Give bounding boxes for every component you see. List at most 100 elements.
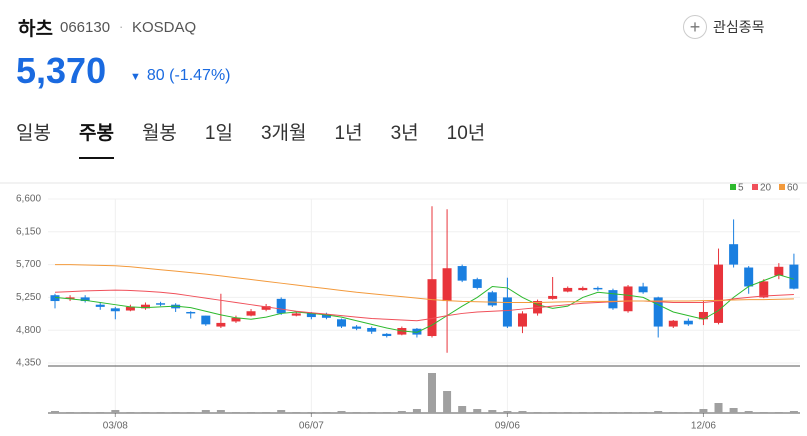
x-tick-label: 06/07	[299, 421, 324, 432]
candle-body	[729, 244, 739, 265]
volume-bar	[141, 412, 150, 413]
candle-body	[367, 328, 377, 332]
volume-bar	[367, 412, 376, 413]
tab[interactable]: 주봉	[78, 118, 114, 159]
x-tick-label: 09/06	[495, 421, 520, 432]
volume-bar	[307, 412, 316, 413]
volume-bar	[593, 412, 602, 413]
moving-average-line	[54, 274, 795, 333]
volume-bar	[201, 410, 210, 413]
candle-body	[382, 333, 392, 337]
candle-body	[156, 303, 166, 305]
candle-body	[608, 290, 618, 309]
volume-bar	[262, 412, 271, 413]
volume-bar	[759, 412, 768, 413]
candle-body	[140, 304, 150, 309]
candle-body	[744, 267, 754, 287]
volume-bar	[533, 412, 542, 413]
candle-body	[517, 313, 527, 327]
volume-bar	[277, 410, 286, 413]
volume-bar	[548, 412, 557, 413]
volume-bar	[578, 412, 587, 413]
volume-bar	[669, 412, 678, 413]
volume-bar	[186, 412, 195, 413]
candle-body	[95, 304, 105, 307]
plus-icon: +	[683, 15, 707, 39]
stock-code: 066130	[60, 19, 111, 36]
volume-bar	[473, 409, 482, 413]
volume-bar	[428, 373, 436, 413]
tab[interactable]: 3개월	[260, 123, 307, 144]
volume-bar	[774, 412, 783, 413]
candle-body	[171, 304, 181, 309]
volume-bar	[443, 391, 452, 413]
volume-bar	[488, 410, 497, 413]
legend-swatch	[752, 184, 758, 190]
watch-label: 관심종목	[713, 19, 765, 35]
candle-body	[533, 301, 543, 314]
y-tick-label: 6,150	[16, 226, 41, 237]
candle-body	[216, 322, 226, 327]
volume-bar	[458, 406, 467, 413]
candle-body	[412, 328, 422, 335]
tabs: 일봉 주봉 월봉 1일 3개월 1년 3년 10년	[16, 118, 513, 159]
volume-bar	[171, 412, 180, 413]
candle-body	[231, 317, 241, 322]
legend-label: 5	[738, 183, 744, 194]
volume-bar	[654, 411, 663, 413]
candle-body	[65, 297, 75, 299]
volume-bar	[608, 412, 617, 413]
down-arrow: ▼	[130, 71, 141, 83]
volume-bar	[714, 403, 723, 413]
candle-body	[110, 308, 120, 312]
volume-bar	[503, 411, 512, 413]
tab[interactable]: 10년	[446, 123, 486, 144]
candle-body	[125, 306, 135, 311]
volume-bar	[51, 411, 59, 413]
candle-body	[759, 281, 769, 298]
candle-body	[291, 313, 301, 316]
volume-bar	[337, 411, 346, 413]
volume-bar	[216, 410, 225, 413]
candle-body	[337, 319, 347, 327]
y-tick-label: 4,800	[16, 325, 41, 336]
candle-body	[352, 326, 362, 329]
volume-bar	[397, 411, 406, 413]
tab[interactable]: 일봉	[16, 123, 51, 144]
watch-button[interactable]: + 관심종목	[683, 15, 765, 39]
volume-bar	[96, 412, 105, 413]
volume-bar	[518, 411, 527, 413]
tab[interactable]: 월봉	[141, 123, 177, 144]
legend-label: 60	[787, 183, 799, 194]
candle-body	[789, 264, 799, 289]
volume-bar	[352, 412, 361, 413]
candle-body	[472, 279, 482, 288]
candle-body	[548, 295, 558, 299]
y-tick-label: 6,600	[16, 194, 41, 205]
tab[interactable]: 3년	[390, 123, 419, 144]
volume-bar	[744, 411, 753, 413]
candle-body	[186, 311, 196, 314]
tab[interactable]: 1년	[334, 123, 363, 144]
moving-average-line	[55, 264, 794, 304]
candle-body	[306, 313, 316, 318]
tab[interactable]: 1일	[204, 123, 233, 144]
x-tick-label: 03/08	[103, 421, 128, 432]
volume-bar	[684, 412, 693, 413]
change: ▼ 80 (-1.47%)	[130, 67, 231, 85]
candle-body	[774, 266, 784, 276]
candle-body	[714, 264, 724, 323]
volume-bar	[156, 412, 165, 413]
volume-bar	[789, 411, 798, 413]
candle-body	[397, 328, 407, 335]
volume-bar	[322, 412, 331, 413]
volume-bar	[729, 408, 738, 413]
price: 5,370	[16, 50, 107, 91]
candle-body	[80, 297, 90, 302]
volume-bar	[639, 412, 648, 413]
volume-bar	[247, 412, 256, 413]
candle-body	[623, 286, 633, 312]
candle-body	[276, 298, 286, 314]
volume-bar	[292, 412, 301, 413]
